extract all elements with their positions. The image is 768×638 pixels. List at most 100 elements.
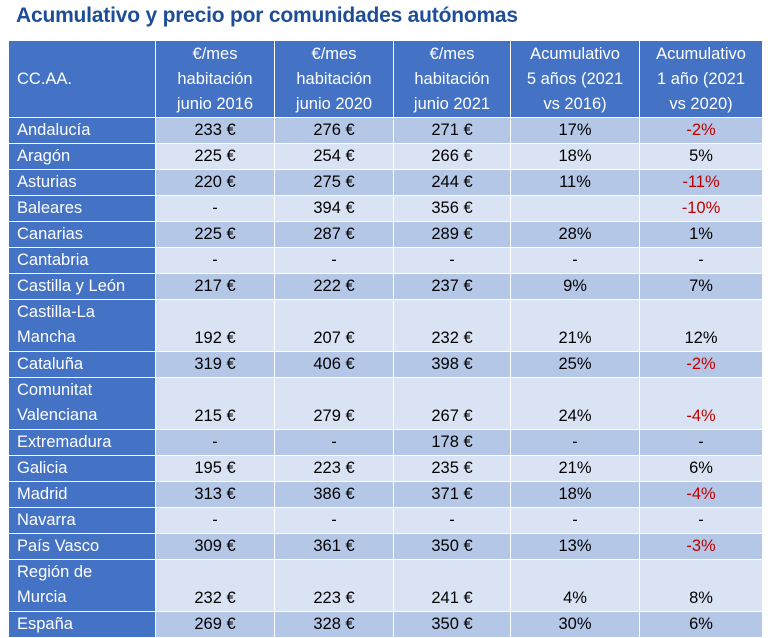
accum-5y-cell: 4%	[510, 559, 640, 612]
header-line: vs 2016)	[543, 94, 607, 113]
table-row: Comunitat Valenciana 215 €279 €267 €24% -4%	[8, 377, 763, 430]
accum-1y-cell: -	[639, 247, 763, 274]
data-table: CC.AA. €/mes habitación junio 2016 €/mes…	[8, 40, 763, 638]
price-2020-cell: 361 €	[274, 533, 394, 560]
price-2016-cell: 220 €	[155, 169, 275, 196]
accum-1y-cell: 6%	[639, 611, 763, 638]
region-name: Valenciana	[17, 406, 98, 424]
region-name: Baleares	[17, 199, 83, 217]
region-name-cell: Canarias	[8, 221, 156, 248]
region-name-cell: Baleares	[8, 195, 156, 222]
price-2020-cell: 207 €	[274, 299, 394, 352]
accum-1y-cell: 1%	[639, 221, 763, 248]
header-line: €/mes	[192, 44, 238, 63]
table-row: Galicia 195 €223 €235 €21% 6%	[8, 455, 763, 482]
price-2016-cell: 313 €	[155, 481, 275, 508]
region-name: España	[17, 615, 73, 633]
price-2020-cell: 328 €	[274, 611, 394, 638]
price-2020-cell: 394 €	[274, 195, 394, 222]
accum-1y-cell: -11%	[639, 169, 763, 196]
table-row: Asturias 220 €275 €244 €11% -11%	[8, 169, 763, 196]
price-2020-cell: 386 €	[274, 481, 394, 508]
accum-1y-cell: -	[639, 429, 763, 456]
price-2020-cell: -	[274, 247, 394, 274]
accum-5y-cell: 25%	[510, 351, 640, 378]
header-line: habitación	[414, 69, 490, 88]
accum-5y-cell: 11%	[510, 169, 640, 196]
price-2021-cell: 350 €	[393, 533, 511, 560]
region-name: Navarra	[17, 511, 76, 529]
accum-1y-cell: -2%	[639, 117, 763, 144]
accum-5y-cell: -	[510, 429, 640, 456]
price-2020-cell: 275 €	[274, 169, 394, 196]
region-name-cell: Andalucía	[8, 117, 156, 144]
region-name-cell: Asturias	[8, 169, 156, 196]
table-row: Castilla-La Mancha 192 €207 €232 €21% 12%	[8, 299, 763, 352]
accum-1y-cell: 12%	[639, 299, 763, 352]
header-line: CC.AA.	[17, 69, 73, 88]
region-name: Aragón	[17, 147, 71, 165]
price-2016-cell: 225 €	[155, 143, 275, 170]
region-name: Región de	[17, 563, 93, 581]
accum-5y-cell: 28%	[510, 221, 640, 248]
accum-1y-cell: 7%	[639, 273, 763, 300]
region-name: Canarias	[17, 225, 84, 243]
header-line: junio 2016	[176, 94, 254, 113]
region-name-cell: Cantabria	[8, 247, 156, 274]
price-2016-cell: -	[155, 195, 275, 222]
header-line: junio 2020	[295, 94, 373, 113]
accum-5y-cell: 24%	[510, 377, 640, 430]
price-2021-cell: 271 €	[393, 117, 511, 144]
price-2021-cell: 267 €	[393, 377, 511, 430]
column-header-accum-5y: Acumulativo 5 años (2021 vs 2016)	[510, 40, 640, 118]
accum-5y-cell: 30%	[510, 611, 640, 638]
table-row: Región de Murcia 232 €223 €241 €4% 8%	[8, 559, 763, 612]
price-2021-cell: 241 €	[393, 559, 511, 612]
table-row: Cantabria - - - - -	[8, 247, 763, 274]
column-header-accum-1y: Acumulativo 1 año (2021 vs 2020)	[639, 40, 763, 118]
price-2021-cell: 244 €	[393, 169, 511, 196]
table-row: Andalucía 233 €276 €271 €17% -2%	[8, 117, 763, 144]
accum-1y-cell: -3%	[639, 533, 763, 560]
header-line: 1 año (2021	[656, 69, 746, 88]
header-line: habitación	[296, 69, 372, 88]
price-2020-cell: 223 €	[274, 559, 394, 612]
page-title: Acumulativo y precio por comunidades aut…	[16, 4, 518, 27]
region-name-cell: Aragón	[8, 143, 156, 170]
accum-5y-cell: -	[510, 507, 640, 534]
accum-5y-cell: 9%	[510, 273, 640, 300]
price-2021-cell: 232 €	[393, 299, 511, 352]
header-line: vs 2020)	[669, 94, 733, 113]
table-row: Madrid 313 €386 €371 €18% -4%	[8, 481, 763, 508]
region-name-cell: Región de Murcia	[8, 559, 156, 612]
region-name: Murcia	[17, 588, 67, 606]
price-2016-cell: 195 €	[155, 455, 275, 482]
price-2021-cell: 371 €	[393, 481, 511, 508]
table-body: Andalucía 233 €276 €271 €17% -2% Aragón 225 …	[8, 117, 763, 638]
price-2020-cell: 223 €	[274, 455, 394, 482]
accum-5y-cell	[510, 195, 640, 222]
header-line: junio 2021	[413, 94, 491, 113]
column-header-price-2020: €/mes habitación junio 2020	[274, 40, 394, 118]
price-2021-cell: 398 €	[393, 351, 511, 378]
price-2016-cell: 269 €	[155, 611, 275, 638]
region-name: Andalucía	[17, 121, 91, 139]
price-2016-cell: 232 €	[155, 559, 275, 612]
price-2020-cell: 276 €	[274, 117, 394, 144]
accum-5y-cell: 17%	[510, 117, 640, 144]
price-2016-cell: 319 €	[155, 351, 275, 378]
accum-5y-cell: 18%	[510, 481, 640, 508]
price-2021-cell: 178 €	[393, 429, 511, 456]
region-name: Asturias	[17, 173, 77, 191]
accum-5y-cell: -	[510, 247, 640, 274]
price-2016-cell: 225 €	[155, 221, 275, 248]
price-2021-cell: -	[393, 507, 511, 534]
accum-1y-cell: -2%	[639, 351, 763, 378]
price-2016-cell: 215 €	[155, 377, 275, 430]
price-2021-cell: 237 €	[393, 273, 511, 300]
price-2016-cell: 217 €	[155, 273, 275, 300]
accum-5y-cell: 18%	[510, 143, 640, 170]
price-2020-cell: 279 €	[274, 377, 394, 430]
accum-5y-cell: 21%	[510, 299, 640, 352]
region-name: Comunitat	[17, 381, 93, 399]
